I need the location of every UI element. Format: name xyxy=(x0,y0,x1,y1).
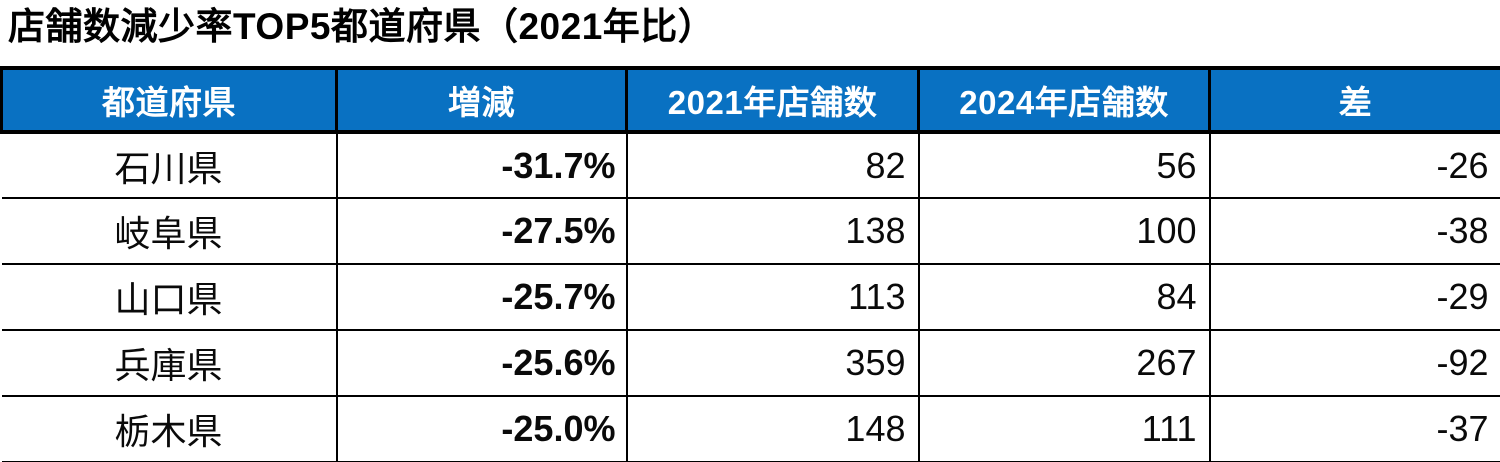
page-title: 店舗数減少率TOP5都道府県（2021年比） xyxy=(8,6,716,47)
cell-stores-2021: 148 xyxy=(625,395,920,462)
cell-prefecture: 山口県 xyxy=(1,263,338,331)
cell-change: -27.5% xyxy=(335,197,628,265)
cell-diff: -92 xyxy=(1208,329,1500,397)
cell-change: -31.7% xyxy=(335,131,628,199)
cell-diff: -38 xyxy=(1208,197,1500,265)
table-row: 兵庫県 -25.6% 359 267 -92 xyxy=(1,329,1500,397)
cell-change: -25.0% xyxy=(335,395,628,462)
header-cell-change: 増減 xyxy=(335,66,628,134)
cell-prefecture: 兵庫県 xyxy=(1,329,338,397)
cell-stores-2024: 100 xyxy=(917,197,1211,265)
table-row: 栃木県 -25.0% 148 111 -37 xyxy=(1,395,1500,462)
cell-diff: -37 xyxy=(1208,395,1500,462)
header-cell-diff: 差 xyxy=(1208,66,1500,134)
cell-stores-2024: 84 xyxy=(917,263,1211,331)
cell-prefecture: 栃木県 xyxy=(1,395,338,462)
cell-stores-2021: 359 xyxy=(625,329,920,397)
table-header-row: 都道府県 増減 2021年店舗数 2024年店舗数 差 xyxy=(0,66,1500,134)
table-row: 山口県 -25.7% 113 84 -29 xyxy=(1,263,1500,331)
table-row: 石川県 -31.7% 82 56 -26 xyxy=(1,131,1500,199)
cell-change: -25.6% xyxy=(335,329,628,397)
cell-stores-2021: 138 xyxy=(625,197,920,265)
cell-diff: -26 xyxy=(1208,131,1500,199)
cell-stores-2021: 82 xyxy=(625,131,920,199)
header-cell-prefecture: 都道府県 xyxy=(0,66,338,134)
prefecture-decline-table: 都道府県 増減 2021年店舗数 2024年店舗数 差 石川県 -31.7% 8… xyxy=(0,66,1500,462)
cell-stores-2024: 267 xyxy=(917,329,1211,397)
cell-stores-2024: 56 xyxy=(917,131,1211,199)
header-cell-stores-2021: 2021年店舗数 xyxy=(625,66,920,134)
cell-stores-2024: 111 xyxy=(917,395,1211,462)
cell-diff: -29 xyxy=(1208,263,1500,331)
cell-prefecture: 石川県 xyxy=(1,131,338,199)
table-row: 岐阜県 -27.5% 138 100 -38 xyxy=(1,197,1500,265)
cell-change: -25.7% xyxy=(335,263,628,331)
cell-stores-2021: 113 xyxy=(625,263,920,331)
cell-prefecture: 岐阜県 xyxy=(1,197,338,265)
header-cell-stores-2024: 2024年店舗数 xyxy=(917,66,1211,134)
